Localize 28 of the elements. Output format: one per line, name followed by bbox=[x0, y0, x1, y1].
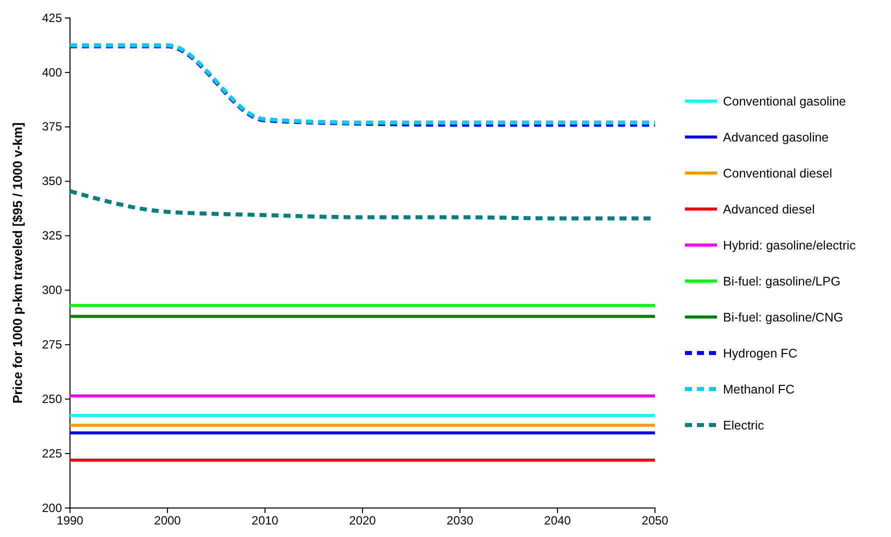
y-tick-label: 375 bbox=[42, 120, 62, 134]
y-tick-label: 200 bbox=[42, 500, 62, 515]
legend-label: Bi-fuel: gasoline/CNG bbox=[723, 310, 844, 324]
x-tick-label: 1990 bbox=[56, 514, 84, 528]
y-tick-label: 275 bbox=[42, 338, 62, 352]
x-tick-label: 2030 bbox=[446, 514, 474, 528]
legend-label: Hybrid: gasoline/electric bbox=[723, 238, 856, 252]
y-tick-label: 325 bbox=[42, 228, 62, 243]
y-tick-label: 400 bbox=[42, 65, 62, 80]
y-tick-label: 225 bbox=[42, 446, 62, 460]
x-tick-label: 2010 bbox=[252, 514, 279, 528]
legend-label: Hydrogen FC bbox=[723, 346, 798, 360]
y-tick-label: 350 bbox=[42, 174, 62, 188]
y-axis-title: Price for 1000 p-km traveled [$95 / 1000 v-km] bbox=[10, 122, 25, 404]
legend-label: Conventional diesel bbox=[723, 166, 832, 180]
legend-label: Methanol FC bbox=[723, 382, 795, 396]
x-tick-label: 2000 bbox=[154, 514, 182, 528]
x-tick-label: 2050 bbox=[642, 514, 669, 528]
legend-label: Advanced diesel bbox=[723, 202, 815, 216]
legend-label: Bi-fuel: gasoline/LPG bbox=[723, 274, 840, 288]
legend-label: Advanced gasoline bbox=[723, 130, 829, 144]
y-tick-label: 300 bbox=[42, 283, 62, 298]
y-tick-label: 250 bbox=[42, 392, 62, 406]
legend-label: Conventional gasoline bbox=[723, 94, 846, 108]
legend-label: Electric bbox=[723, 418, 764, 432]
y-tick-label: 425 bbox=[42, 10, 62, 25]
x-tick-label: 2020 bbox=[349, 514, 376, 528]
x-tick-label: 2040 bbox=[544, 514, 572, 528]
